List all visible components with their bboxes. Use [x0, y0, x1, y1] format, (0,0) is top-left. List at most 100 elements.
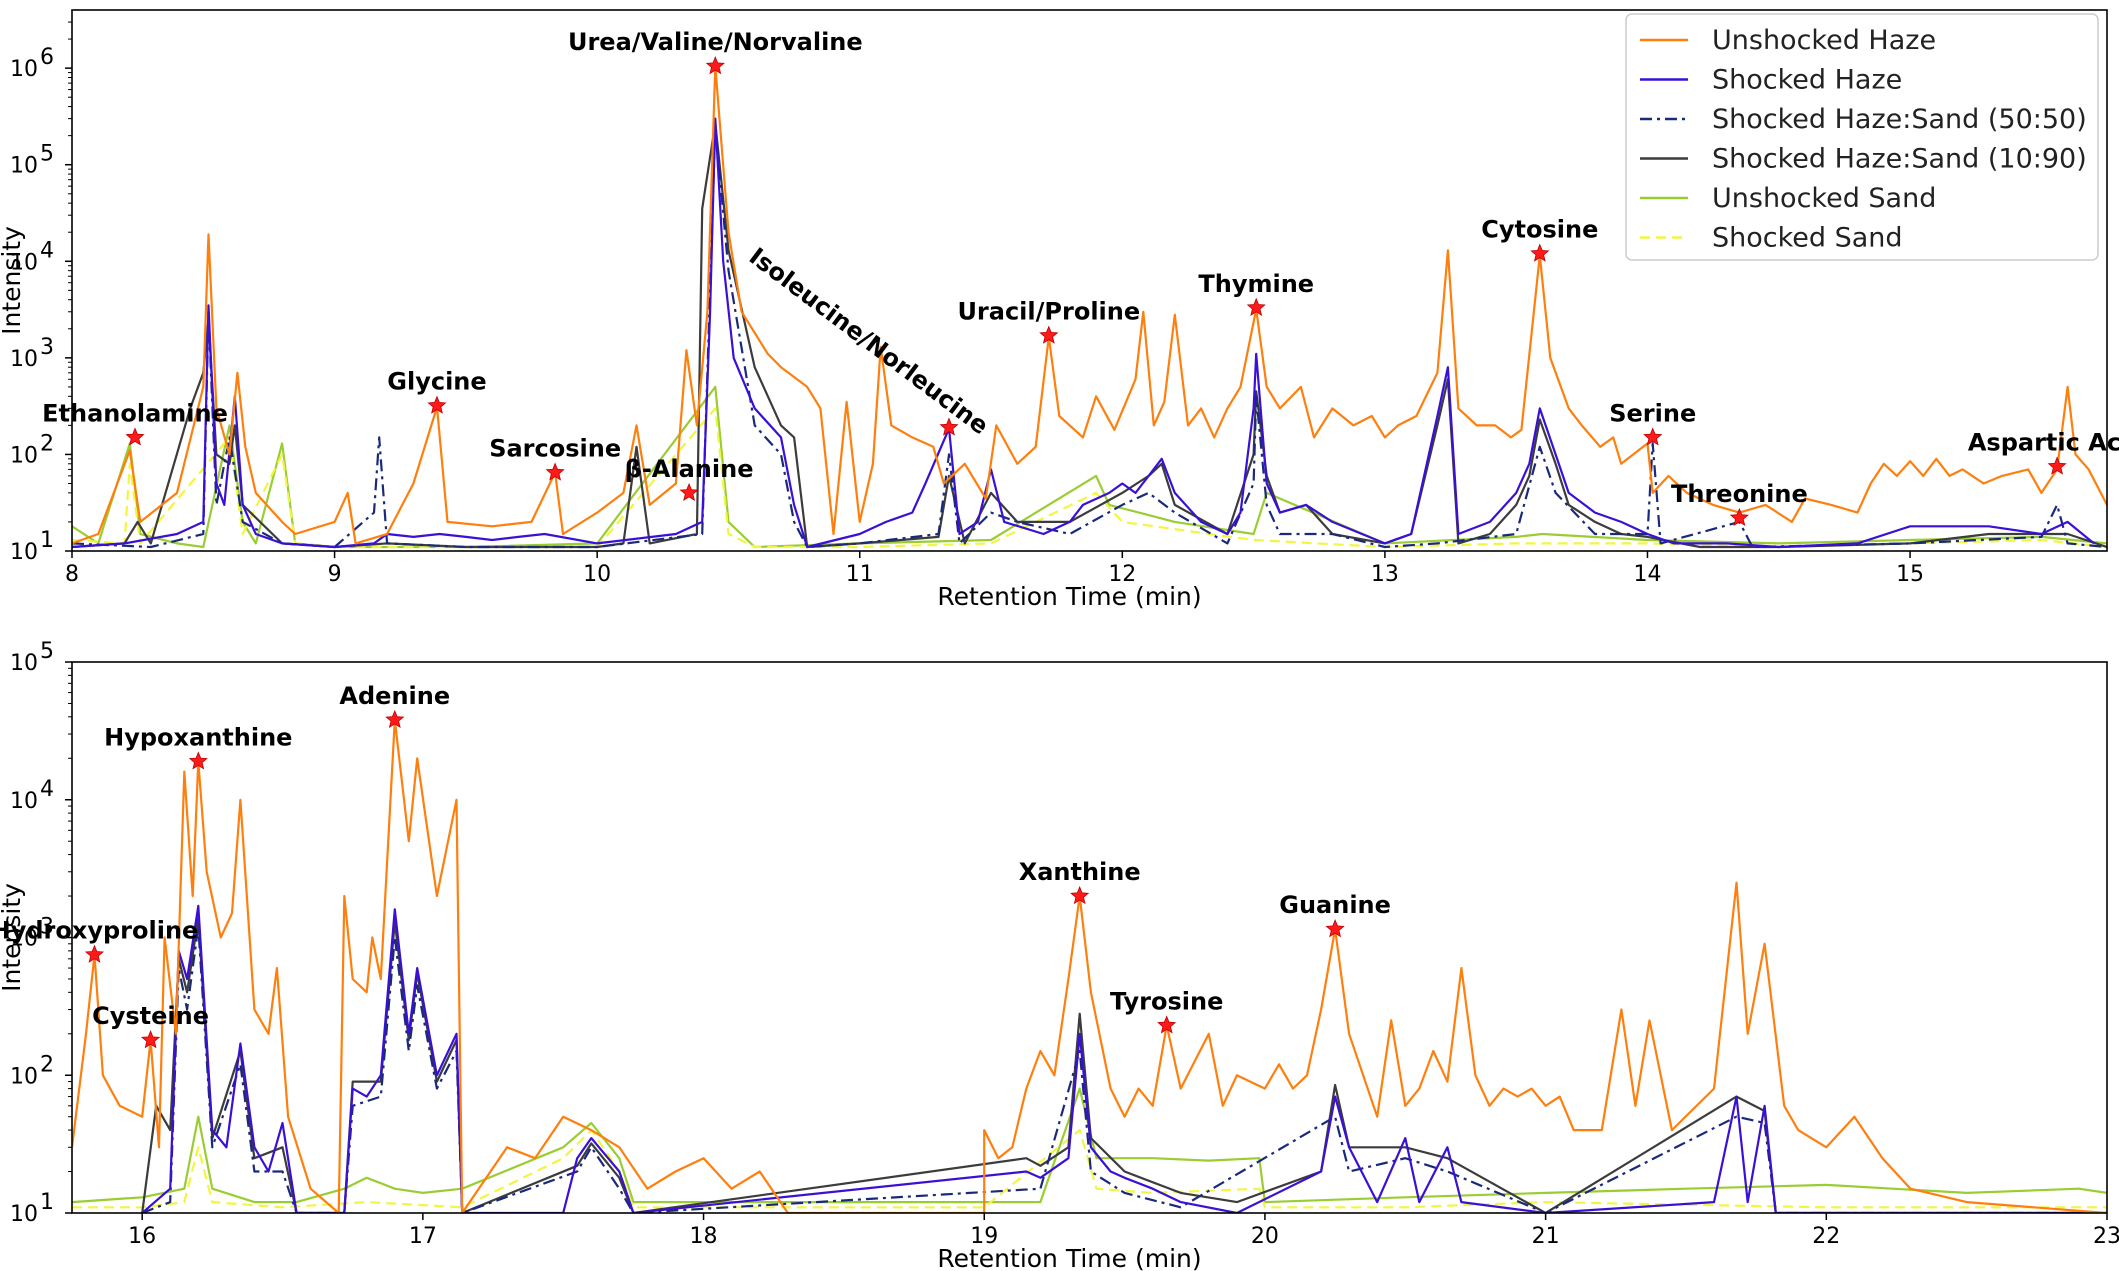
peak-label: Xanthine: [1019, 858, 1141, 886]
peak-label: Cysteine: [92, 1002, 209, 1030]
legend-entry-label: Shocked Haze:Sand (10:90): [1712, 144, 2087, 175]
legend-box: [1625, 13, 2099, 261]
x-tick-label: 12: [1108, 562, 1136, 587]
y-tick-exponent: 5: [40, 142, 54, 167]
x-tick-label: 14: [1633, 562, 1661, 587]
legend-entry-label: Unshocked Haze: [1712, 25, 1936, 56]
peak-label: Hydroxyproline: [0, 917, 198, 945]
x-tick-label: 21: [1532, 1224, 1560, 1249]
peak-marker-star: [1325, 919, 1345, 938]
peak-marker-star: [84, 944, 105, 963]
y-tick-label: 10: [10, 540, 38, 565]
peak-label: Adenine: [339, 682, 450, 710]
y-tick-label: 10: [10, 347, 38, 372]
peak-label: Threonine: [1671, 480, 1808, 508]
x-tick-label: 8: [65, 562, 79, 587]
series-line-shocked-haze: [141, 904, 2107, 1213]
x-tick-label: 18: [690, 1224, 718, 1249]
x-tick-label: 11: [846, 562, 874, 587]
peak-marker-star: [545, 462, 565, 481]
x-tick-label: 19: [970, 1224, 998, 1249]
y-tick-exponent: 1: [40, 1190, 54, 1215]
legend-entry-label: Unshocked Sand: [1712, 183, 1936, 214]
peak-marker-star: [2047, 456, 2067, 475]
y-tick-exponent: 6: [40, 45, 54, 70]
y-tick-exponent: 1: [40, 528, 54, 553]
peak-marker-star: [188, 751, 208, 770]
peak-label: β-Alanine: [625, 455, 754, 483]
series-line-shocked-haze-sand-10-90-: [141, 916, 2107, 1213]
plot-frame: [71, 9, 2108, 552]
peak-label: Glycine: [387, 368, 486, 396]
x-axis-title: Retention Time (min): [937, 1244, 1201, 1271]
peak-marker-star: [1246, 297, 1266, 316]
peak-label: Cytosine: [1481, 216, 1598, 244]
legend-entry-label: Shocked Haze:Sand (50:50): [1712, 104, 2087, 135]
y-tick-label: 10: [10, 250, 38, 275]
peak-marker-star: [125, 427, 145, 446]
x-tick-label: 23: [2093, 1224, 2119, 1249]
peak-label: Serine: [1609, 399, 1696, 427]
y-axis-title: Intensity: [0, 226, 26, 335]
x-tick-label: 13: [1371, 562, 1399, 587]
y-axis-title: Intensity: [0, 883, 26, 992]
x-tick-label: 9: [328, 562, 342, 587]
peak-marker-star: [679, 482, 699, 501]
series-line-shocked-haze-sand-50-50-: [72, 125, 2107, 549]
series-line-unshocked-haze: [72, 65, 2107, 545]
y-tick-label: 10: [10, 1202, 38, 1227]
x-tick-label: 16: [128, 1224, 156, 1249]
y-tick-exponent: 2: [40, 431, 54, 456]
peak-marker-star: [1530, 243, 1550, 262]
peak-label: Hypoxanthine: [104, 723, 292, 751]
y-tick-exponent: 3: [40, 915, 54, 940]
y-tick-exponent: 4: [40, 238, 54, 263]
x-tick-label: 22: [1812, 1224, 1840, 1249]
peak-label: Tyrosine: [1110, 987, 1223, 1015]
y-tick-label: 10: [10, 651, 38, 676]
x-tick-label: 20: [1251, 1224, 1279, 1249]
peak-marker-star: [1643, 427, 1663, 446]
peak-label: Urea/Valine/Norvaline: [568, 28, 863, 56]
peak-label: Thymine: [1198, 270, 1314, 298]
peak-marker-star: [385, 709, 405, 729]
y-tick-exponent: 4: [40, 777, 54, 802]
series-line-shocked-haze-sand-10-90-: [72, 122, 2107, 549]
y-tick-label: 10: [10, 789, 38, 814]
peak-label: Sarcosine: [489, 434, 621, 462]
y-tick-exponent: 2: [40, 1052, 54, 1077]
y-tick-exponent: 3: [40, 335, 54, 360]
legend-entry-label: Shocked Sand: [1712, 223, 1903, 254]
series-line-shocked-haze-sand-50-50-: [141, 925, 2107, 1213]
peak-marker-star: [1729, 507, 1749, 527]
y-tick-label: 10: [10, 57, 38, 82]
peak-marker-star: [140, 1030, 161, 1049]
peak-marker-star: [1070, 885, 1090, 905]
series-line-unshocked-sand: [72, 385, 2107, 549]
y-tick-label: 10: [10, 1064, 38, 1089]
x-tick-label: 10: [583, 562, 611, 587]
legend-entry-label: Shocked Haze: [1712, 65, 1902, 96]
series-line-unshocked-haze: [72, 718, 2107, 1213]
peak-label: Guanine: [1279, 891, 1391, 919]
peak-label: Aspartic Acid: [1968, 428, 2119, 456]
peak-marker-star: [939, 417, 959, 436]
x-tick-label: 15: [1896, 562, 1924, 587]
peak-marker-star: [1157, 1015, 1177, 1034]
peak-marker-star: [705, 56, 725, 75]
peak-marker-star: [1039, 325, 1059, 344]
x-tick-label: 17: [409, 1224, 437, 1249]
peak-marker-star: [427, 395, 447, 414]
series-line-unshocked-sand: [72, 1087, 2107, 1204]
x-axis-title: Retention Time (min): [937, 582, 1201, 611]
y-tick-label: 10: [10, 927, 38, 952]
y-tick-label: 10: [10, 154, 38, 179]
legend: Unshocked Haze Shocked Haze Shocked Haze:S…: [1625, 13, 2099, 261]
y-tick-label: 10: [10, 443, 38, 468]
peak-label: Ethanolamine: [42, 399, 228, 427]
series-line-shocked-haze: [72, 117, 2095, 549]
y-tick-exponent: 5: [40, 639, 54, 664]
peak-label: Uracil/Proline: [957, 298, 1140, 326]
